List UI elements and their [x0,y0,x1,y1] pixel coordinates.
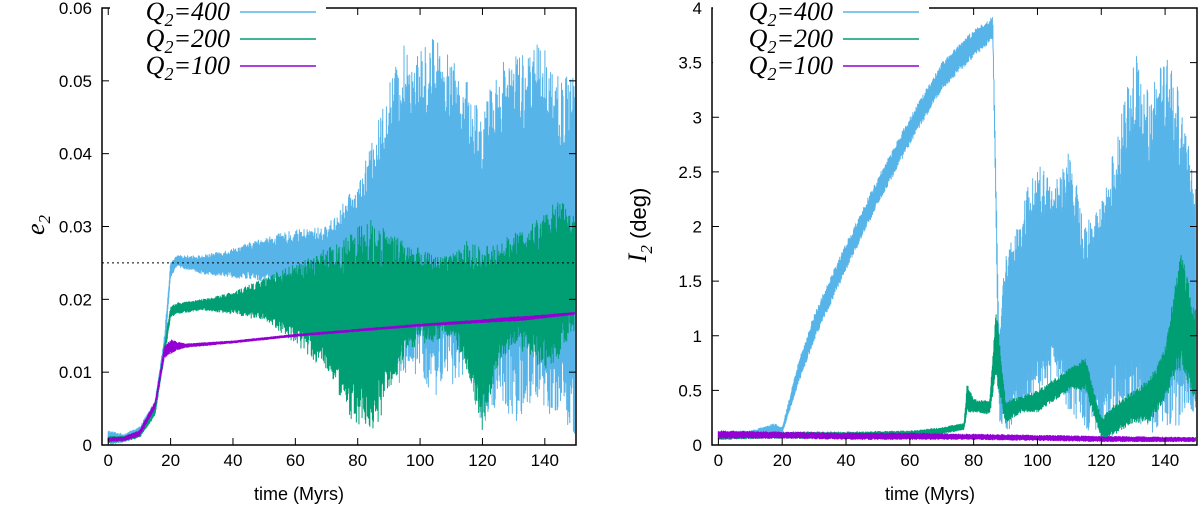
y-tick-label: 0.03 [59,218,92,237]
x-tick-label: 60 [286,451,305,470]
y-tick-label: 4 [693,0,702,18]
x-tick-label: 120 [468,451,496,470]
y-axis-label-right-subscript: 2 [637,245,656,254]
y-axis-label-right: I2 (deg) [623,188,656,264]
ticks-right: 0 20 40 60 80 100 120 140 0 0.5 1 1.5 2 2.5 3 3.5 4 [678,0,1197,470]
y-tick-label: 0.06 [59,0,92,18]
x-tick-label: 40 [224,451,243,470]
x-tick-label: 0 [104,451,113,470]
series-q2-100-right [717,430,1196,443]
series-q2-400-right [717,17,1196,440]
y-tick-label: 0.5 [678,381,702,400]
y-axis-label-right-symbol: I [623,252,652,263]
y-tick-label: 0.01 [59,363,92,382]
y-tick-label: 1.5 [678,272,702,291]
y-axis-label-left: e2 [21,214,54,235]
legend-background [713,0,929,84]
legend-label: Q2=400 [146,0,230,30]
ticks-left: 0 20 40 60 80 100 120 140 0 0.01 0.02 0.03 0.04 0.05 0… [59,0,576,470]
x-tick-label: 0 [714,451,723,470]
x-tick-label: 80 [348,451,367,470]
legend-label: Q2=100 [146,51,230,84]
x-tick-label: 40 [837,451,856,470]
x-tick-label: 120 [1087,451,1115,470]
y-axis-label-right-unit: (deg) [626,188,651,245]
legend-label: Q2=200 [146,24,230,57]
x-axis-label-left: time (Myrs) [254,484,344,504]
x-tick-label: 80 [964,451,983,470]
x-axis-label-right: time (Myrs) [885,484,975,504]
y-tick-label: 2.5 [678,163,702,182]
series-group-right [717,17,1196,443]
y-axis-label-left-subscript: 2 [35,214,54,223]
legend-label: Q2=200 [749,24,833,57]
series-q2-100-left [107,312,575,442]
y-tick-label: 1 [693,327,702,346]
legend-label: Q2=400 [749,0,833,30]
x-tick-label: 140 [1151,451,1179,470]
y-axis-label-left-symbol: e [21,223,50,235]
x-tick-label: 20 [773,451,792,470]
x-tick-label: 100 [1023,451,1051,470]
y-tick-label: 0 [83,436,92,455]
y-tick-label: 3 [693,108,702,127]
legend-label: Q2=100 [749,51,833,84]
y-tick-label: 0.02 [59,290,92,309]
y-tick-label: 0 [693,436,702,455]
y-tick-label: 3.5 [678,54,702,73]
x-tick-label: 100 [406,451,434,470]
series-group-left [107,38,575,445]
y-tick-label: 2 [693,218,702,237]
x-tick-label: 20 [161,451,180,470]
y-tick-label: 0.05 [59,72,92,91]
chart-right: 0 20 40 60 80 100 120 140 0 0.5 1 1.5 2 2.5 3 3.5 4 Q2=4… [623,0,1198,504]
x-tick-label: 60 [900,451,919,470]
chart-left: 0 20 40 60 80 100 120 140 0 0.01 0.02 0.03 0.04 0.05 0… [21,0,577,504]
legend-background [110,0,326,84]
x-tick-label: 140 [531,451,559,470]
y-tick-label: 0.04 [59,145,92,164]
